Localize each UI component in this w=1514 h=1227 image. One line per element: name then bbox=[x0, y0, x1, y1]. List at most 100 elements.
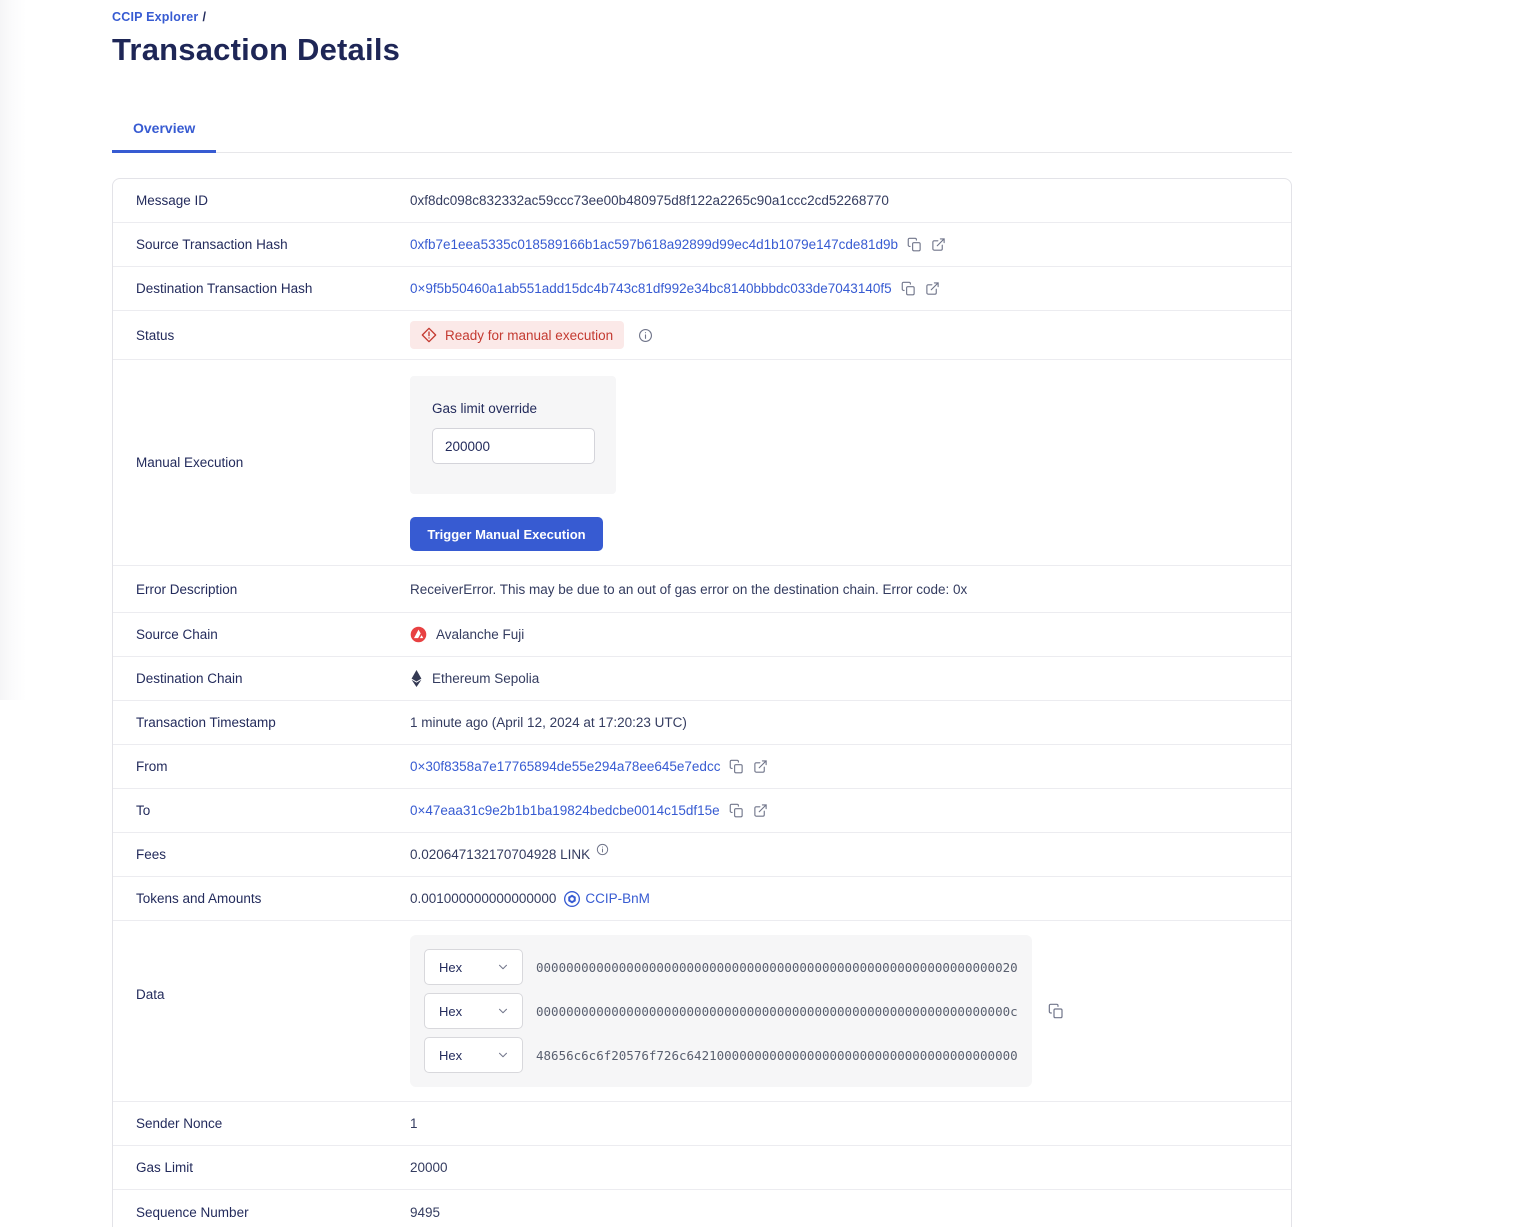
row-error-description: Error Description ReceiverError. This ma… bbox=[113, 566, 1291, 613]
data-hex-line-3: 48656c6c6f20576f726c64210000000000000000… bbox=[536, 1047, 1018, 1063]
ethereum-logo bbox=[411, 670, 422, 687]
page-left-edge-shadow bbox=[0, 0, 26, 700]
fees-value: 0.020647132170704928 LINK bbox=[410, 847, 591, 862]
page-title: Transaction Details bbox=[112, 32, 401, 67]
tokens-amounts-label: Tokens and Amounts bbox=[136, 891, 262, 906]
alert-diamond-icon bbox=[421, 327, 437, 343]
row-dest-chain: Destination Chain Ethereum Sepolia bbox=[113, 657, 1291, 701]
error-description-label: Error Description bbox=[136, 581, 238, 597]
status-label: Status bbox=[136, 327, 175, 343]
gas-limit-override-box: Gas limit override bbox=[410, 376, 616, 494]
chevron-down-icon bbox=[498, 964, 508, 970]
copy-icon[interactable] bbox=[901, 281, 916, 296]
data-hex-line-2: 0000000000000000000000000000000000000000… bbox=[536, 1003, 1018, 1019]
dest-chain-value: Ethereum Sepolia bbox=[410, 670, 539, 687]
copy-icon[interactable] bbox=[907, 237, 922, 252]
breadcrumb-separator: / bbox=[202, 10, 207, 24]
row-status: Status Ready for manual execution bbox=[113, 311, 1291, 360]
copy-icon[interactable] bbox=[729, 803, 744, 818]
copy-icon[interactable] bbox=[729, 759, 744, 774]
source-chain-value: Avalanche Fuji bbox=[410, 626, 524, 643]
external-link-icon[interactable] bbox=[753, 759, 768, 774]
data-format-select[interactable]: Hex bbox=[424, 949, 523, 985]
sequence-number-value: 9495 bbox=[410, 1204, 441, 1220]
row-tokens-amounts: Tokens and Amounts 0.001000000000000000 … bbox=[113, 877, 1291, 921]
row-source-tx-hash: Source Transaction Hash 0xfb7e1eea5335c0… bbox=[113, 223, 1291, 267]
message-id-label: Message ID bbox=[136, 193, 209, 208]
manual-execution-label: Manual Execution bbox=[136, 455, 244, 470]
breadcrumb-ccip-explorer-link[interactable]: CCIP Explorer bbox=[112, 10, 199, 24]
chevron-down-icon bbox=[498, 1008, 508, 1014]
timestamp-value: 1 minute ago (April 12, 2024 at 17:20:23… bbox=[410, 715, 687, 730]
row-to: To 0×47eaa31c9e2b1b1ba19824bedcbe0014c15… bbox=[113, 789, 1291, 833]
source-chain-label: Source Chain bbox=[136, 627, 218, 642]
trigger-manual-execution-button[interactable]: Trigger Manual Execution bbox=[410, 517, 603, 551]
sender-nonce-value: 1 bbox=[410, 1116, 418, 1131]
error-description-value: ReceiverError. This may be due to an out… bbox=[410, 581, 968, 597]
external-link-icon[interactable] bbox=[925, 281, 940, 296]
source-tx-hash-link[interactable]: 0xfb7e1eea5335c018589166b1ac597b618a9289… bbox=[410, 237, 898, 252]
fees-label: Fees bbox=[136, 847, 167, 862]
message-id-value: 0xf8dc098c832332ac59ccc73ee00b480975d8f1… bbox=[410, 193, 889, 208]
chevron-down-icon bbox=[498, 1052, 508, 1058]
status-badge: Ready for manual execution bbox=[410, 321, 625, 349]
data-format-value: Hex bbox=[439, 1003, 463, 1019]
data-hex-box: Hex 000000000000000000000000000000000000… bbox=[410, 935, 1032, 1087]
avalanche-logo bbox=[410, 626, 427, 643]
source-tx-hash-label: Source Transaction Hash bbox=[136, 237, 288, 252]
data-label: Data bbox=[136, 987, 165, 1002]
breadcrumb: CCIP Explorer / bbox=[112, 10, 1514, 24]
data-line: Hex 000000000000000000000000000000000000… bbox=[424, 993, 1018, 1029]
token-link[interactable]: CCIP-BnM bbox=[564, 890, 650, 907]
dest-chain-label: Destination Chain bbox=[136, 671, 243, 686]
row-source-chain: Source Chain Avalanche Fuji bbox=[113, 613, 1291, 657]
row-message-id: Message ID 0xf8dc098c832332ac59ccc73ee00… bbox=[113, 179, 1291, 223]
token-name: CCIP-BnM bbox=[585, 891, 650, 906]
status-badge-text: Ready for manual execution bbox=[445, 327, 614, 343]
dest-tx-hash-link[interactable]: 0×9f5b50460a1ab551add15dc4b743c81df992e3… bbox=[410, 281, 892, 296]
data-panel: Hex 000000000000000000000000000000000000… bbox=[410, 921, 1064, 1101]
data-line: Hex 48656c6c6f20576f726c6421000000000000… bbox=[424, 1037, 1018, 1073]
dest-chain-name: Ethereum Sepolia bbox=[432, 671, 540, 686]
source-chain-name: Avalanche Fuji bbox=[436, 627, 525, 642]
timestamp-label: Transaction Timestamp bbox=[136, 715, 276, 730]
row-from: From 0×30f8358a7e17765894de55e294a78ee64… bbox=[113, 745, 1291, 789]
row-sequence-number: Sequence Number 9495 bbox=[113, 1190, 1291, 1227]
external-link-icon[interactable] bbox=[931, 237, 946, 252]
row-dest-tx-hash: Destination Transaction Hash 0×9f5b50460… bbox=[113, 267, 1291, 311]
sender-nonce-label: Sender Nonce bbox=[136, 1116, 223, 1131]
to-label: To bbox=[136, 803, 151, 818]
tab-bar: Overview bbox=[112, 110, 1292, 153]
to-address-link[interactable]: 0×47eaa31c9e2b1b1ba19824bedcbe0014c15df1… bbox=[410, 803, 720, 818]
row-fees: Fees 0.020647132170704928 LINK bbox=[113, 833, 1291, 877]
data-format-value: Hex bbox=[439, 959, 463, 975]
from-label: From bbox=[136, 759, 168, 774]
dest-tx-hash-label: Destination Transaction Hash bbox=[136, 281, 313, 296]
token-amount: 0.001000000000000000 bbox=[410, 891, 557, 906]
info-circle-icon[interactable] bbox=[596, 843, 609, 856]
data-hex-line-1: 0000000000000000000000000000000000000000… bbox=[536, 959, 1018, 975]
row-gas-limit: Gas Limit 20000 bbox=[113, 1146, 1291, 1190]
from-address-link[interactable]: 0×30f8358a7e17765894de55e294a78ee645e7ed… bbox=[410, 759, 721, 774]
gas-limit-label: Gas Limit bbox=[136, 1160, 194, 1175]
ccip-bnm-token-logo bbox=[564, 890, 581, 907]
row-timestamp: Transaction Timestamp 1 minute ago (Apri… bbox=[113, 701, 1291, 745]
manual-execution-panel: Gas limit override Trigger Manual Execut… bbox=[410, 360, 616, 565]
data-line: Hex 000000000000000000000000000000000000… bbox=[424, 949, 1018, 985]
data-format-select[interactable]: Hex bbox=[424, 1037, 523, 1073]
sequence-number-label: Sequence Number bbox=[136, 1204, 249, 1220]
data-format-value: Hex bbox=[439, 1047, 463, 1063]
row-data: Data Hex 0000000000000000000000000000000… bbox=[113, 921, 1291, 1102]
gas-limit-override-input[interactable] bbox=[432, 428, 595, 464]
tab-overview[interactable]: Overview bbox=[112, 110, 217, 153]
row-sender-nonce: Sender Nonce 1 bbox=[113, 1102, 1291, 1146]
copy-icon[interactable] bbox=[1048, 1003, 1064, 1019]
gas-limit-override-label: Gas limit override bbox=[432, 401, 538, 416]
transaction-details-card: Message ID 0xf8dc098c832332ac59ccc73ee00… bbox=[112, 178, 1292, 1227]
info-circle-icon[interactable] bbox=[638, 328, 653, 343]
external-link-icon[interactable] bbox=[753, 803, 768, 818]
gas-limit-value: 20000 bbox=[410, 1160, 448, 1175]
row-manual-execution: Manual Execution Gas limit override Trig… bbox=[113, 360, 1291, 566]
data-format-select[interactable]: Hex bbox=[424, 993, 523, 1029]
